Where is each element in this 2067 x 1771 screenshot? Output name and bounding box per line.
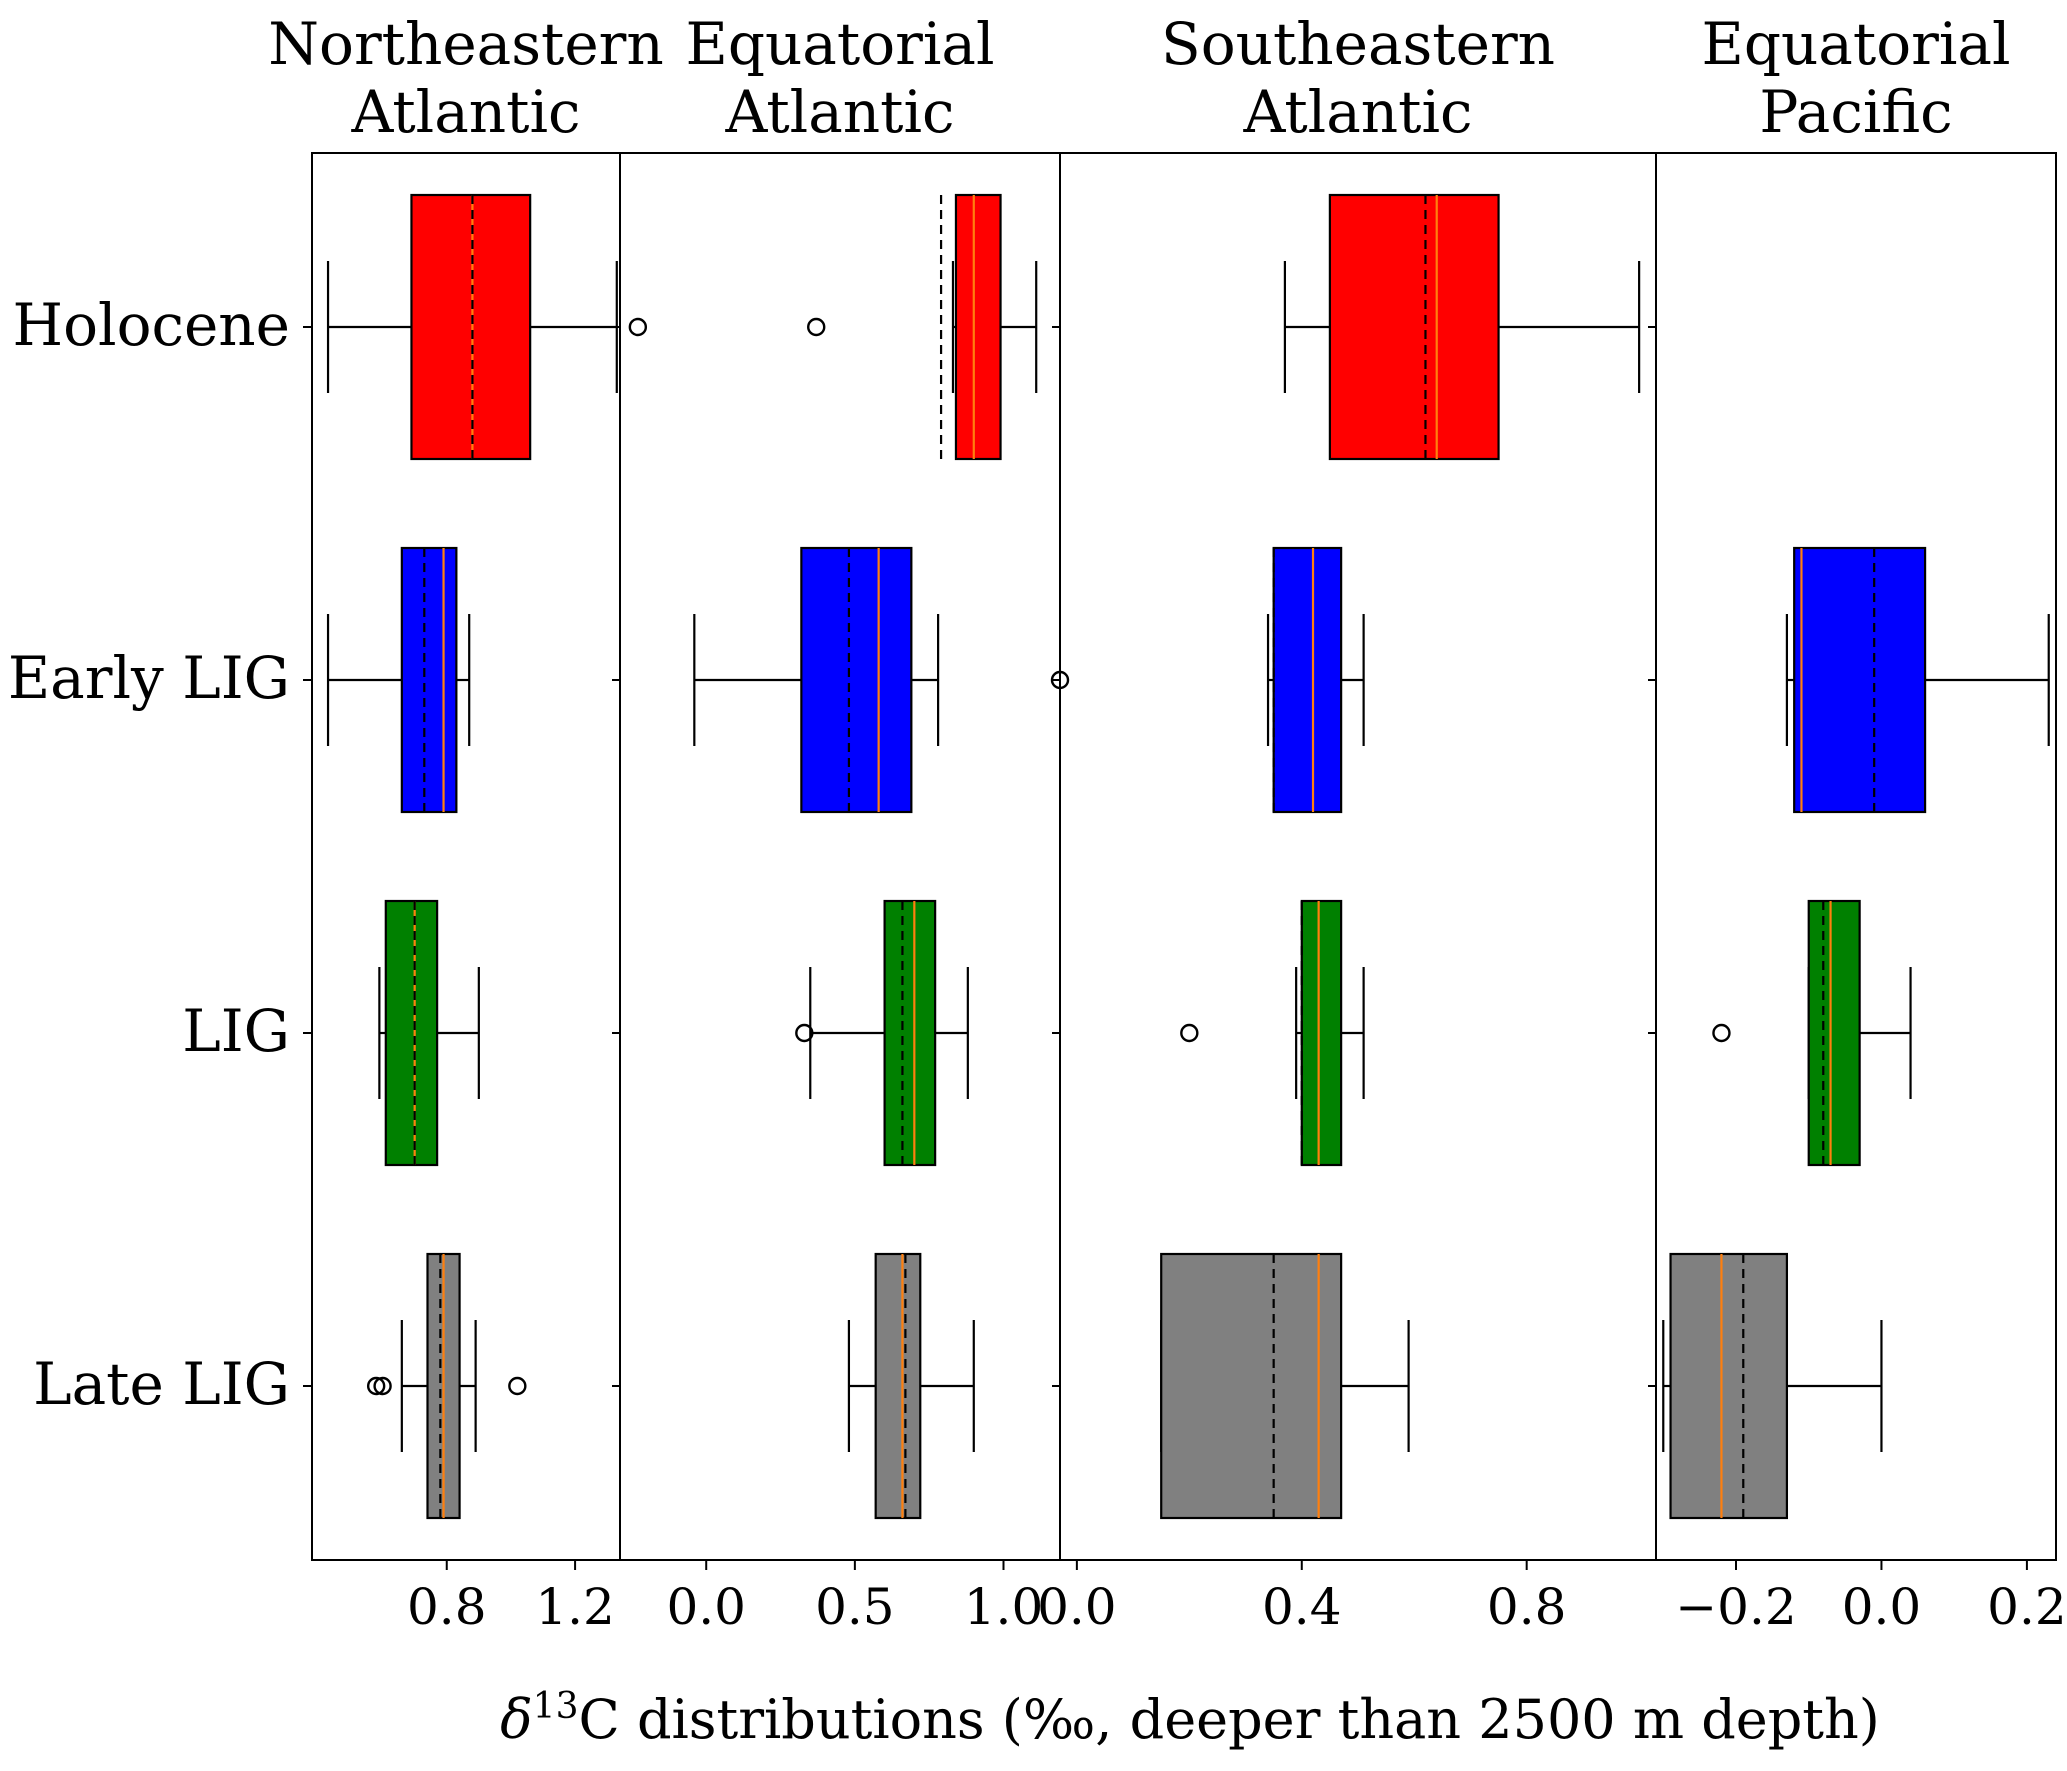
- panel-title-line: Atlantic: [725, 78, 955, 146]
- box-lig: [378, 899, 480, 1167]
- x-tick-label: 0.0: [1037, 1578, 1117, 1636]
- box-late-lig: [366, 1252, 527, 1520]
- box-holocene: [1283, 193, 1641, 461]
- outlier-point: [1712, 1023, 1731, 1043]
- panel-title-line: Equatorial: [685, 10, 994, 78]
- box-body: [1328, 193, 1500, 461]
- outlier-point: [807, 317, 826, 337]
- box-body: [410, 193, 532, 461]
- x-tick-label: 0.2: [1987, 1578, 2067, 1636]
- box-early-lig: [693, 546, 940, 814]
- x-tick-label: 1.0: [964, 1578, 1044, 1636]
- x-tick-label: 0.0: [666, 1578, 746, 1636]
- box-body: [1669, 1252, 1789, 1520]
- box-body: [800, 546, 913, 814]
- box-lig: [1180, 899, 1365, 1167]
- x-tick-label: 0.8: [1487, 1578, 1567, 1636]
- box-body: [1793, 546, 1927, 814]
- box-holocene: [326, 193, 618, 461]
- panel-title-line: Atlantic: [351, 78, 581, 146]
- box-late-lig: [847, 1252, 975, 1520]
- x-tick-label: 0.5: [815, 1578, 895, 1636]
- x-tick-label: 0.0: [1842, 1578, 1922, 1636]
- x-tick-label: −0.2: [1675, 1578, 1796, 1636]
- box-late-lig: [1662, 1252, 1883, 1520]
- box-body: [954, 193, 1002, 461]
- box-early-lig: [1050, 546, 1365, 814]
- x-tick-label: 1.2: [535, 1578, 615, 1636]
- y-tick-label-lig: LIG: [182, 997, 290, 1065]
- box-body: [874, 1252, 922, 1520]
- box-early-lig: [326, 546, 471, 814]
- panel-frame: [1655, 152, 2057, 1561]
- panel-title-line: Equatorial: [1701, 10, 2010, 78]
- x-tick-label: 0.8: [407, 1578, 487, 1636]
- panel-title-line: Atlantic: [1243, 78, 1473, 146]
- x-tick-label: 0.4: [1262, 1578, 1342, 1636]
- outlier-point: [373, 1376, 392, 1396]
- outlier-point: [508, 1376, 527, 1396]
- box-body: [883, 899, 937, 1167]
- box-lig: [1712, 899, 1912, 1167]
- box-body: [1160, 1252, 1343, 1520]
- y-tick-label-late-lig: Late LIG: [33, 1350, 290, 1418]
- outlier-point: [1180, 1023, 1199, 1043]
- box-early-lig: [1785, 546, 2050, 814]
- box-body: [1300, 899, 1343, 1167]
- box-lig: [795, 899, 969, 1167]
- box-body: [400, 546, 458, 814]
- box-late-lig: [1160, 1252, 1410, 1520]
- box-body: [1807, 899, 1861, 1167]
- panel-title-line: Southeastern: [1161, 10, 1555, 78]
- x-axis-label: δ13C distributions (‰, deeper than 2500 …: [500, 1686, 1880, 1752]
- y-tick-label-early-lig: Early LIG: [8, 644, 290, 712]
- outlier-point: [628, 317, 648, 337]
- box-body: [1272, 546, 1343, 814]
- y-tick-label-holocene: Holocene: [13, 291, 290, 359]
- outlier-point: [795, 1023, 814, 1043]
- box-holocene: [628, 193, 1038, 461]
- box-body: [384, 899, 439, 1167]
- outlier-point: [366, 1376, 386, 1396]
- panel-title-line: Pacific: [1759, 78, 1952, 146]
- panel-title-line: Northeastern: [268, 10, 663, 78]
